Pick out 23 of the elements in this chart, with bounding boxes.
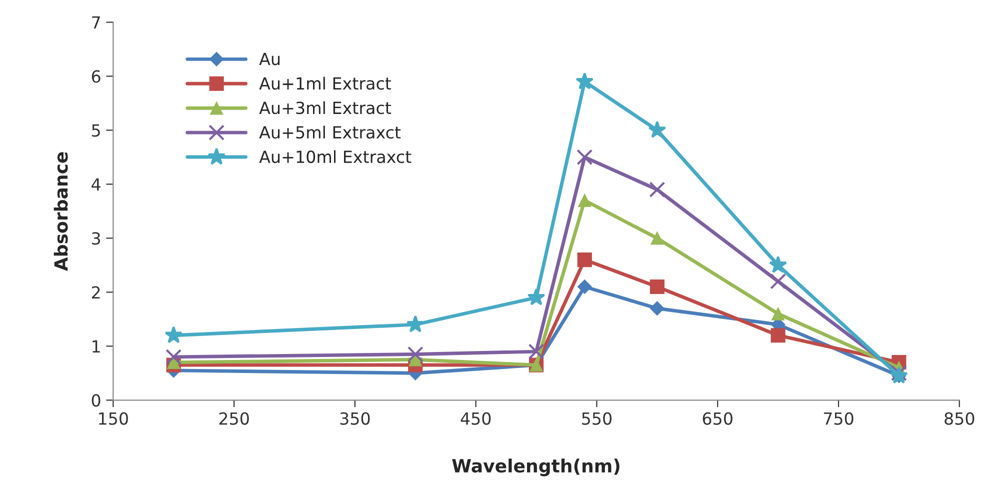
x-tick-label: 850 — [944, 412, 974, 425]
y-tick-label: 1 — [92, 340, 100, 352]
legend-label: Au+3ml Extract — [259, 101, 392, 114]
x-tick-label: 350 — [340, 412, 370, 425]
x-axis-title: Wavelength(nm) — [452, 458, 620, 476]
x-tick-label: 250 — [219, 412, 249, 425]
legend-label: Au+10ml Extraxct — [259, 150, 412, 164]
y-tick-label: 6 — [92, 70, 100, 83]
x-tick-label: 650 — [702, 412, 732, 425]
x-tick-label: 750 — [824, 412, 854, 425]
x-tick-label: 550 — [582, 412, 612, 425]
y-tick-label: 0 — [92, 394, 100, 407]
y-tick-label: 2 — [92, 286, 100, 298]
legend-label: Au+1ml Extract — [259, 76, 392, 90]
x-tick-label: 150 — [99, 412, 128, 425]
y-tick-label: 3 — [92, 232, 100, 245]
legend-label: Au+5ml Extraxct — [259, 126, 401, 139]
y-tick-label: 4 — [92, 178, 100, 191]
y-axis-title: Absorbance — [54, 152, 68, 272]
legend-label: Au — [259, 52, 280, 66]
y-tick-label: 5 — [92, 124, 100, 137]
y-tick-label: 7 — [92, 16, 100, 29]
x-tick-label: 450 — [460, 412, 491, 425]
